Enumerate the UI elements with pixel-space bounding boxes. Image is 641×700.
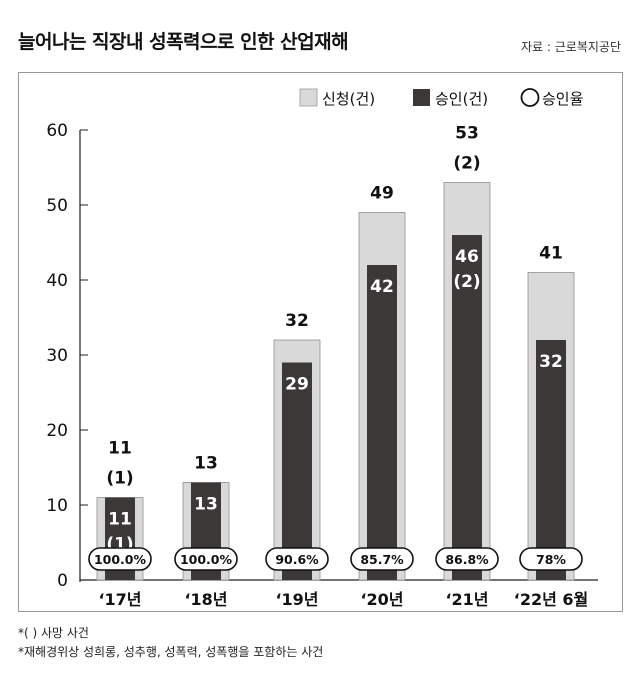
applied-value-label: 11 xyxy=(108,439,132,459)
bar-group: 11(1)11(1)100.0% xyxy=(88,439,152,581)
x-tick-label: ‘21년 xyxy=(445,590,488,609)
source-label: 자료 : 근로복지공단 xyxy=(521,40,621,54)
rate-label: 86.8% xyxy=(445,552,489,567)
bar-group: 53 (2) 46 (2) 86.8% xyxy=(435,124,499,581)
y-tick-label: 20 xyxy=(46,421,68,441)
rate-pill xyxy=(88,547,152,571)
approved-death-label: (2) xyxy=(453,272,480,292)
y-tick-label: 50 xyxy=(46,196,68,216)
chart-title: 늘어나는 직장내 성폭력으로 인한 산업재해 xyxy=(18,31,349,53)
rate-label: 90.6% xyxy=(275,552,319,567)
footnote-death: *( ) 사망 사건 xyxy=(18,626,89,640)
rate-pill xyxy=(350,547,414,571)
applied-value-label: 41 xyxy=(539,244,563,264)
bar-group: 32 29 90.6% xyxy=(265,311,329,581)
bar-group: 41 32 78% xyxy=(519,244,583,581)
footnotes: *( ) 사망 사건 *재해경위상 성희롱, 성추행, 성폭력, 성폭행을 포함… xyxy=(18,624,323,662)
bar-group: 49 42 85.7% xyxy=(350,184,414,581)
approved-value-label: 29 xyxy=(285,375,309,395)
approved-bar xyxy=(282,362,312,580)
approved-bar xyxy=(367,265,397,580)
rate-pill xyxy=(519,547,583,571)
y-tick-label: 30 xyxy=(46,346,68,366)
bar-group: 13 13 100.0% xyxy=(174,454,238,581)
y-tick-label: 60 xyxy=(46,121,68,141)
footnote-scope: *재해경위상 성희롱, 성추행, 성폭력, 성폭행을 포함하는 사건 xyxy=(18,645,324,659)
y-tick-label: 0 xyxy=(57,571,68,591)
applied-value-label: 53 xyxy=(455,124,479,144)
approved-value-label: 13 xyxy=(194,495,218,515)
x-tick-label: ‘19년 xyxy=(275,590,318,609)
applied-value-label: 13 xyxy=(194,454,218,474)
x-tick-label: ‘22년 6월 xyxy=(514,590,589,609)
approved-value-label: 46 xyxy=(455,247,479,267)
x-tick-label: ‘17년 xyxy=(98,590,141,609)
chart-frame xyxy=(18,72,623,612)
legend-rate-label: 승인율 xyxy=(542,90,583,108)
y-axis: 0 10 20 30 40 50 60 xyxy=(46,121,598,591)
x-tick-label: ‘18년 xyxy=(184,590,227,609)
legend-rate-swatch xyxy=(520,88,540,107)
applied-death-label: (2) xyxy=(453,154,480,174)
rate-label: 85.7% xyxy=(360,552,404,567)
legend-applied-swatch xyxy=(299,88,318,107)
y-tick-label: 40 xyxy=(46,271,68,291)
rate-pill xyxy=(435,547,499,571)
y-tick-label: 10 xyxy=(46,496,68,516)
approved-value-label: 32 xyxy=(539,352,563,372)
rate-label: 78% xyxy=(536,552,566,567)
rate-label: 100.0% xyxy=(94,552,147,567)
x-axis: ‘17년 ‘18년 ‘19년 ‘20년 ‘21년 ‘22년 6월 xyxy=(98,590,588,609)
approved-value-label: 42 xyxy=(370,277,394,297)
approved-value-label: 11 xyxy=(108,510,132,530)
legend-approved-label: 승인(건) xyxy=(435,90,488,108)
legend-approved-swatch xyxy=(413,89,430,106)
rate-pill xyxy=(174,547,238,571)
applied-death-label: (1) xyxy=(106,469,133,489)
rate-pill xyxy=(265,547,329,571)
x-tick-label: ‘20년 xyxy=(360,590,403,609)
applied-value-label: 49 xyxy=(370,184,394,204)
legend: 신청(건) 승인(건) 승인율 xyxy=(299,88,583,108)
approved-bar xyxy=(452,235,482,580)
applied-value-label: 32 xyxy=(285,311,309,331)
approved-bar xyxy=(536,340,566,580)
bars: 11(1)11(1)100.0%1313100.0%322990.6%49428… xyxy=(88,124,583,581)
legend-applied-label: 신청(건) xyxy=(322,90,375,108)
rate-label: 100.0% xyxy=(180,552,233,567)
